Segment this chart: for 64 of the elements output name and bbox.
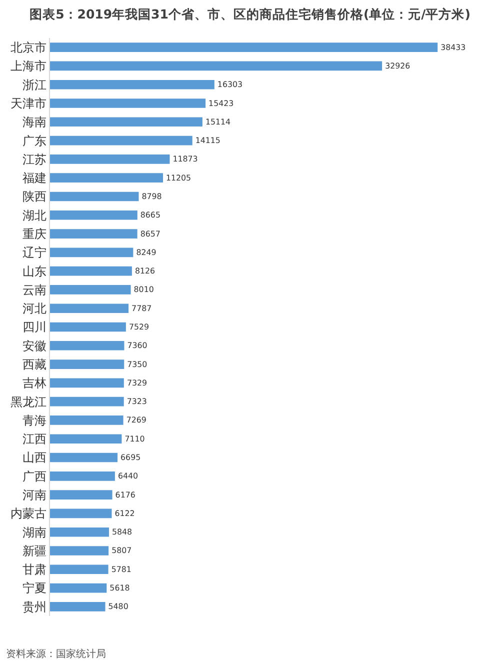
bar [50, 434, 122, 444]
bar [50, 136, 192, 146]
y-tick-label: 陕西 [22, 190, 47, 204]
bar [50, 285, 131, 294]
y-tick-label: 吉林 [22, 376, 47, 390]
bar [50, 527, 109, 537]
chart-title: 图表5：2019年我国31个省、市、区的商品住宅销售价格(单位：元/平方米) [30, 6, 470, 22]
y-tick-label: 黑龙江 [10, 394, 47, 409]
bar [50, 396, 124, 406]
bar [50, 546, 109, 556]
y-tick-label: 湖北 [22, 208, 47, 222]
y-tick-label: 云南 [22, 282, 47, 297]
bar [50, 98, 206, 108]
bar [50, 192, 139, 202]
y-tick-label: 四川 [22, 320, 47, 334]
bar [50, 564, 108, 574]
y-tick-label: 北京市 [10, 40, 47, 55]
y-tick-label: 山东 [22, 264, 47, 278]
y-tick-label: 宁夏 [22, 581, 47, 596]
bar [50, 173, 163, 182]
bar [50, 248, 134, 258]
bar [50, 61, 382, 71]
y-tick-label: 江西 [22, 432, 47, 446]
y-tick-label: 贵州 [22, 600, 47, 614]
y-tick-label: 浙江 [22, 78, 47, 92]
bar [50, 416, 124, 425]
bar [50, 266, 132, 276]
bar [50, 117, 202, 127]
y-tick-label: 湖南 [22, 525, 47, 540]
y-tick-label: 安徽 [22, 338, 47, 353]
bar [50, 340, 124, 350]
y-tick-label: 河北 [22, 302, 47, 316]
bar [50, 378, 124, 388]
bar [50, 490, 112, 500]
bar [50, 80, 214, 90]
y-tick-label: 山西 [22, 450, 47, 465]
bar [50, 229, 138, 238]
y-tick-label: 江苏 [22, 152, 47, 166]
bar [50, 583, 107, 593]
y-tick-label: 甘肃 [22, 562, 47, 577]
bar [50, 154, 170, 164]
y-tick-label: 广东 [22, 134, 47, 148]
bar [50, 452, 118, 462]
y-tick-label: 福建 [22, 171, 47, 186]
bar [50, 602, 106, 612]
bar [50, 304, 129, 314]
y-tick-label: 重庆 [22, 226, 47, 241]
bar [50, 508, 112, 518]
bar [50, 210, 138, 220]
y-tick-label: 辽宁 [22, 246, 47, 260]
bar [50, 360, 124, 369]
y-tick-label: 河南 [22, 488, 47, 502]
y-tick-label: 西藏 [22, 357, 47, 372]
text: 资料来源：国家统计局 [6, 648, 106, 660]
y-tick-label: 新疆 [22, 544, 47, 558]
y-tick-label: 青海 [22, 413, 47, 428]
y-tick-label: 天津市 [10, 96, 47, 110]
y-tick-label: 内蒙古 [10, 506, 47, 521]
bar [50, 472, 115, 481]
y-tick-label: 海南 [22, 115, 47, 130]
y-tick-label: 上海市 [10, 59, 47, 74]
bar [50, 322, 126, 332]
y-tick-label: 广西 [22, 469, 47, 484]
bar [50, 42, 438, 52]
